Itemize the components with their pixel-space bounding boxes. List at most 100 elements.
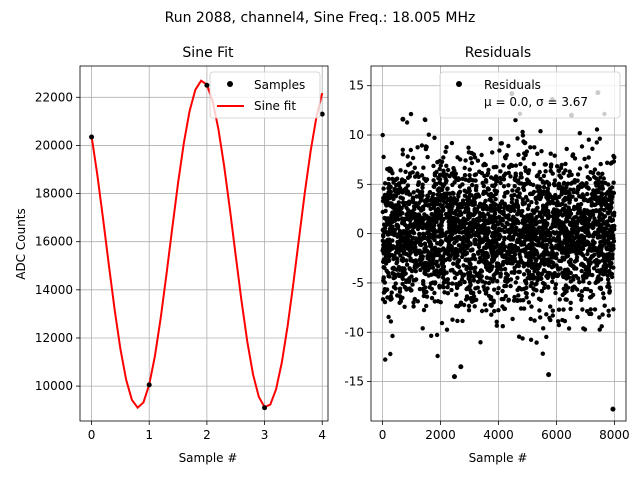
residual-point [600, 312, 605, 317]
residual-point [553, 224, 558, 229]
residual-point [552, 178, 558, 183]
residual-point [607, 284, 612, 290]
residual-point [410, 282, 415, 287]
residual-point [611, 307, 616, 312]
residual-point [500, 216, 505, 222]
residual-point [463, 158, 468, 163]
residual-point [585, 251, 590, 257]
residuals-ytick-label: -15 [344, 375, 364, 389]
residual-point [606, 281, 611, 286]
residual-point [541, 221, 546, 226]
residual-point [604, 252, 610, 257]
residual-point [529, 304, 534, 309]
residual-point [414, 239, 419, 244]
residual-point [407, 199, 412, 204]
residual-point [426, 231, 431, 236]
residual-point [449, 200, 454, 205]
residual-point [521, 185, 526, 190]
residual-point [553, 290, 558, 296]
residual-point [522, 278, 528, 284]
residual-point [446, 211, 451, 216]
samples-legend-marker [227, 81, 233, 87]
residual-point [442, 290, 447, 295]
residual-point [552, 182, 557, 187]
residual-point [412, 246, 417, 251]
residual-point [402, 304, 407, 309]
residual-point [392, 229, 397, 234]
residual-point [603, 220, 609, 225]
residual-point [513, 163, 519, 168]
residual-point [446, 281, 451, 286]
residual-point [574, 234, 579, 239]
residual-point [599, 223, 604, 228]
residual-point [487, 261, 492, 266]
residual-point [396, 217, 401, 222]
residual-point [506, 297, 511, 302]
residual-point [467, 270, 473, 275]
residual-point [574, 255, 580, 260]
residual-point [515, 275, 520, 280]
residual-point [470, 228, 475, 233]
residual-point [607, 218, 612, 223]
residual-point [561, 307, 566, 312]
residual-point [495, 250, 501, 256]
residual-point [411, 229, 416, 235]
residual-point [528, 221, 533, 227]
residual-point [598, 161, 603, 167]
residual-point [381, 154, 386, 160]
residual-point [481, 183, 486, 189]
residual-point [569, 172, 574, 177]
residual-point [456, 258, 462, 263]
residual-point [565, 181, 571, 186]
residual-point [511, 229, 517, 234]
residual-point [590, 247, 596, 253]
residual-point [540, 190, 545, 195]
residual-point [469, 299, 475, 304]
residual-point [512, 256, 517, 261]
residual-point [480, 248, 485, 253]
residual-point [554, 196, 559, 201]
residual-point [412, 165, 417, 170]
residual-point [484, 275, 490, 280]
residual-point [577, 131, 582, 136]
residual-point [400, 221, 405, 226]
residual-point [556, 307, 562, 312]
residual-point [413, 277, 418, 283]
residual-point [581, 279, 586, 284]
residual-point [457, 220, 462, 225]
residual-point [589, 200, 594, 205]
residual-point [431, 231, 437, 236]
residual-point [477, 210, 482, 216]
residual-point [561, 286, 566, 291]
residual-point [548, 168, 553, 174]
residual-point [567, 236, 573, 241]
residual-point [526, 168, 532, 173]
residual-point [544, 233, 549, 238]
residual-point [414, 264, 419, 269]
residual-point [458, 300, 464, 305]
residual-point [559, 190, 565, 196]
residual-point [597, 136, 602, 141]
residual-point [523, 290, 528, 296]
residual-point [587, 280, 592, 286]
residual-point [381, 233, 386, 238]
residual-point [575, 172, 581, 177]
residual-point [444, 145, 449, 150]
residual-point [480, 207, 486, 212]
residual-point [512, 232, 517, 237]
residual-point [531, 161, 537, 167]
residual-point [577, 166, 583, 171]
residual-point [442, 200, 447, 205]
residual-point [548, 164, 554, 169]
residual-point [539, 288, 544, 294]
residual-point [520, 336, 525, 341]
residual-point [466, 303, 472, 309]
residual-point [542, 285, 547, 291]
residual-point [532, 269, 537, 274]
residual-point [467, 173, 472, 178]
residual-point [577, 280, 582, 285]
residual-point [408, 147, 413, 153]
residual-point [541, 226, 547, 231]
residual-point [462, 193, 468, 198]
residual-point [505, 222, 511, 227]
